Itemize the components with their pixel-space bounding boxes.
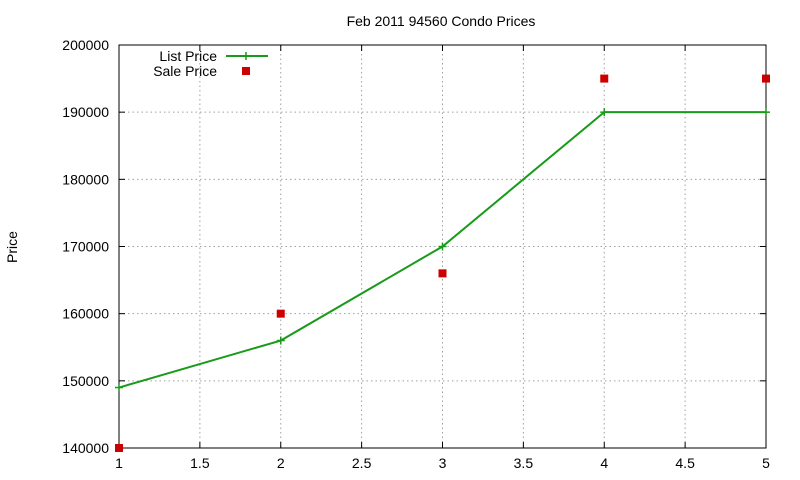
y-tick-label: 160000 [62,306,109,322]
series [115,74,770,452]
legend-label: Sale Price [153,63,217,79]
data-point [762,74,770,83]
y-tick-label: 190000 [62,104,109,120]
y-tick-label: 180000 [62,171,109,187]
data-point [115,383,123,392]
data-point [762,108,770,117]
data-point [600,108,609,117]
y-axis-label: Price [4,231,20,263]
x-tick-label: 1 [115,455,123,471]
legend-label: List Price [159,48,217,64]
axis-ticks: 1 1.5 2 2.5 3 3.5 4 4.5 5 140000 150000 160000 17000… [62,37,770,471]
x-tick-label: 2 [277,455,285,471]
series-sale-price [115,74,770,452]
x-tick-label: 5 [762,455,770,471]
data-point [438,269,447,278]
x-tick-label: 4.5 [675,455,695,471]
x-tick-label: 3 [439,455,447,471]
data-point [276,336,285,345]
legend-entry: Sale Price [153,63,250,79]
x-tick-label: 4 [600,455,608,471]
chart-title: Feb 2011 94560 Condo Prices [347,13,536,29]
data-point [438,242,447,251]
legend-marker [242,67,250,75]
x-tick-label: 1.5 [190,455,210,471]
data-point [600,74,609,83]
data-point [276,309,285,318]
legend-entry: List Price [159,48,268,64]
data-point [115,444,123,452]
y-tick-label: 170000 [62,239,109,255]
x-tick-label: 2.5 [352,455,372,471]
y-tick-label: 200000 [62,37,109,53]
series-list-price [115,108,770,392]
y-tick-label: 140000 [62,440,109,456]
x-tick-label: 3.5 [514,455,534,471]
y-tick-label: 150000 [62,373,109,389]
